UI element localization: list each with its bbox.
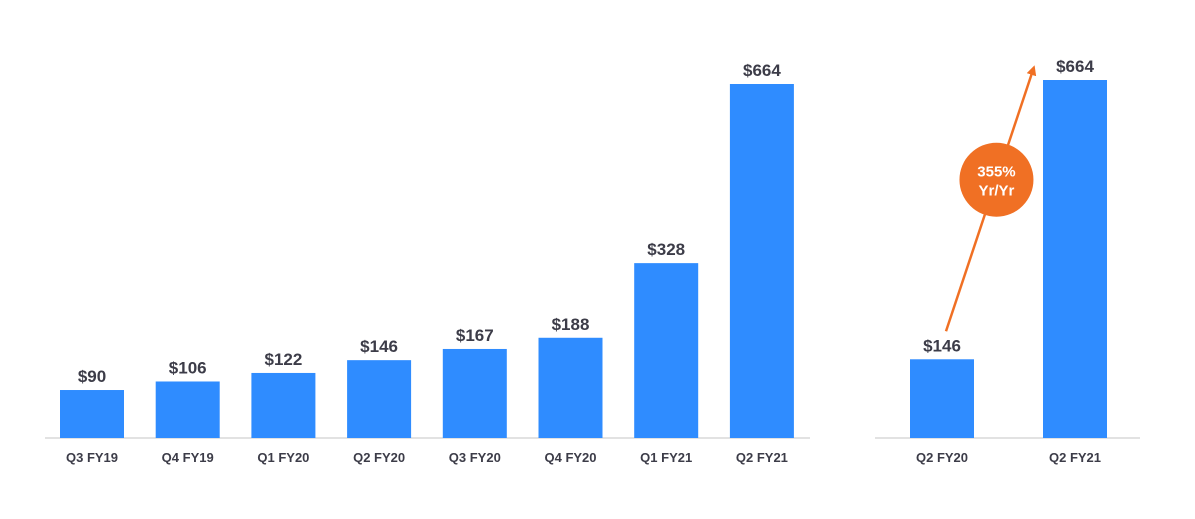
yoy-comparison-bar-chart: $146 $664 Q2 FY20 Q2 FY21 355% Yr/Yr xyxy=(875,57,1140,465)
left-value-label-2: $122 xyxy=(264,350,302,369)
left-bar-4 xyxy=(442,348,507,438)
right-tick-label-1: Q2 FY21 xyxy=(1049,450,1101,465)
left-value-label-3: $146 xyxy=(360,337,398,356)
left-bar-2 xyxy=(251,372,316,438)
right-tick-label-0: Q2 FY20 xyxy=(916,450,968,465)
left-bar-3 xyxy=(347,360,412,438)
quarterly-bar-chart: $90 $106 $122 $146 $167 $188 $328 $664 Q3 FY19 Q… xyxy=(45,61,810,465)
left-tick-label-0: Q3 FY19 xyxy=(66,450,118,465)
left-bar-0 xyxy=(60,390,124,438)
left-tick-label-6: Q1 FY21 xyxy=(640,450,692,465)
left-value-label-5: $188 xyxy=(552,315,590,334)
right-bar-1 xyxy=(1043,80,1107,438)
left-tick-label-2: Q1 FY20 xyxy=(257,450,309,465)
left-tick-label-1: Q4 FY19 xyxy=(162,450,214,465)
left-bar-7 xyxy=(729,84,794,438)
left-bar-5 xyxy=(538,337,603,438)
right-bar-0 xyxy=(910,359,974,438)
left-value-label-4: $167 xyxy=(456,326,494,345)
left-value-label-1: $106 xyxy=(169,358,207,377)
left-bar-6 xyxy=(634,263,699,438)
left-tick-label-7: Q2 FY21 xyxy=(736,450,788,465)
right-value-label-0: $146 xyxy=(923,336,961,355)
left-tick-label-5: Q4 FY20 xyxy=(544,450,596,465)
left-value-label-7: $664 xyxy=(743,61,781,80)
growth-badge-circle xyxy=(959,142,1034,217)
growth-badge-percent: 355% xyxy=(977,164,1015,181)
left-tick-label-4: Q3 FY20 xyxy=(449,450,501,465)
right-value-label-1: $664 xyxy=(1056,57,1094,76)
left-value-label-6: $328 xyxy=(647,240,685,259)
growth-badge: 355% Yr/Yr xyxy=(959,142,1034,217)
left-bar-1 xyxy=(155,381,220,438)
growth-badge-label: Yr/Yr xyxy=(979,183,1015,200)
left-tick-label-3: Q2 FY20 xyxy=(353,450,405,465)
left-value-label-0: $90 xyxy=(78,367,106,386)
